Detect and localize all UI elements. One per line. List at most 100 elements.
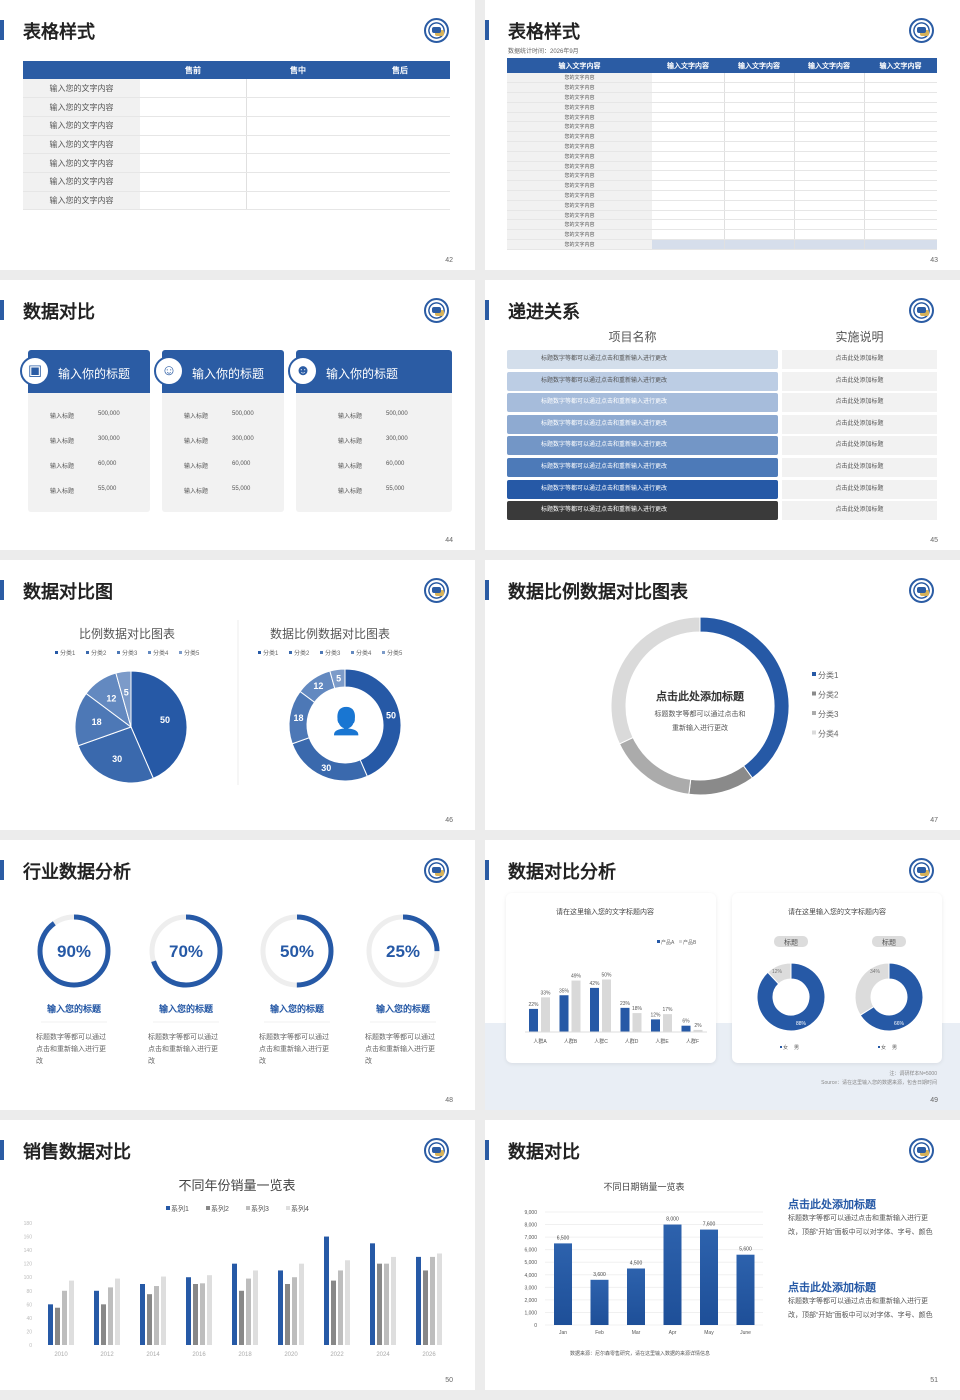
cell[interactable]	[652, 73, 724, 84]
cell[interactable]	[793, 170, 864, 182]
cell[interactable]	[863, 161, 937, 172]
block-heading[interactable]: 点击此处添加标题	[788, 1199, 876, 1211]
cell[interactable]	[723, 121, 794, 133]
cell[interactable]	[793, 190, 864, 201]
cell[interactable]	[723, 141, 794, 152]
cell[interactable]	[723, 151, 794, 162]
cell[interactable]	[793, 141, 864, 152]
cell[interactable]	[652, 229, 724, 241]
cell[interactable]	[863, 73, 937, 84]
cell[interactable]	[140, 116, 246, 136]
row-label: 您的文字内容	[507, 219, 652, 231]
cell[interactable]	[652, 121, 724, 133]
cell[interactable]	[652, 82, 724, 94]
cell[interactable]	[723, 112, 794, 123]
cell[interactable]	[350, 79, 450, 99]
cell[interactable]	[863, 112, 937, 123]
cell[interactable]	[793, 151, 864, 162]
cell[interactable]	[863, 151, 937, 162]
cell[interactable]	[652, 210, 724, 221]
cell[interactable]	[723, 239, 794, 250]
cell[interactable]	[140, 97, 246, 117]
cell[interactable]	[350, 153, 450, 173]
cell[interactable]	[863, 82, 937, 94]
cell[interactable]	[245, 116, 350, 136]
cell[interactable]	[652, 190, 724, 201]
cell[interactable]	[863, 229, 937, 241]
cell[interactable]	[140, 172, 246, 192]
cell[interactable]	[350, 172, 450, 192]
cell[interactable]	[652, 219, 724, 231]
cell[interactable]	[793, 82, 864, 94]
cell[interactable]	[723, 190, 794, 201]
cell[interactable]	[245, 79, 350, 99]
cell[interactable]	[793, 200, 864, 211]
cell[interactable]	[863, 210, 937, 221]
block-heading[interactable]: 点击此处添加标题	[788, 1282, 876, 1294]
cell[interactable]	[793, 121, 864, 133]
cell[interactable]	[863, 190, 937, 201]
cell[interactable]	[863, 219, 937, 231]
cell[interactable]	[652, 112, 724, 123]
cell[interactable]	[723, 200, 794, 211]
cell[interactable]	[245, 153, 350, 173]
cell[interactable]	[863, 141, 937, 152]
cell[interactable]	[245, 191, 350, 211]
cell[interactable]	[793, 210, 864, 221]
cell[interactable]	[723, 131, 794, 143]
cell[interactable]	[245, 172, 350, 192]
cell[interactable]	[793, 239, 864, 250]
cell[interactable]	[793, 92, 864, 103]
cell[interactable]	[652, 151, 724, 162]
cell[interactable]	[863, 180, 937, 192]
cell[interactable]	[652, 170, 724, 182]
cell[interactable]	[652, 141, 724, 152]
cell[interactable]	[863, 239, 937, 250]
cell[interactable]	[140, 135, 246, 155]
cell[interactable]	[723, 82, 794, 94]
cell[interactable]	[863, 170, 937, 182]
cell[interactable]	[723, 210, 794, 221]
cell[interactable]	[652, 131, 724, 143]
cell[interactable]	[350, 191, 450, 211]
cell[interactable]	[793, 219, 864, 231]
cell[interactable]	[863, 200, 937, 211]
cell[interactable]	[793, 180, 864, 192]
cell[interactable]	[140, 79, 246, 99]
cell[interactable]	[652, 102, 724, 113]
cell[interactable]	[723, 229, 794, 241]
cell[interactable]	[245, 97, 350, 117]
item-label: 输入标题	[338, 439, 363, 445]
cell[interactable]	[652, 92, 724, 103]
cell[interactable]	[793, 229, 864, 241]
cell[interactable]	[863, 131, 937, 143]
cell[interactable]	[652, 161, 724, 172]
cell[interactable]	[793, 73, 864, 84]
cell[interactable]	[652, 239, 724, 250]
cell[interactable]	[350, 97, 450, 117]
cell[interactable]	[793, 112, 864, 123]
progress-ring	[260, 914, 334, 988]
cell[interactable]	[140, 153, 246, 173]
column-header: 输入文字内容	[864, 58, 937, 73]
cell[interactable]	[723, 170, 794, 182]
cell[interactable]	[863, 121, 937, 133]
cell[interactable]	[793, 102, 864, 113]
cell[interactable]	[350, 135, 450, 155]
cell[interactable]	[863, 102, 937, 113]
cell[interactable]	[723, 161, 794, 172]
cell[interactable]	[350, 116, 450, 136]
cell[interactable]	[793, 131, 864, 143]
cell[interactable]	[723, 73, 794, 84]
cell[interactable]	[723, 219, 794, 231]
cell[interactable]	[652, 200, 724, 211]
cell[interactable]	[245, 135, 350, 155]
cell[interactable]	[652, 180, 724, 192]
cell[interactable]	[723, 180, 794, 192]
cell[interactable]	[863, 92, 937, 103]
cell[interactable]	[140, 191, 246, 211]
cell[interactable]	[793, 161, 864, 172]
title-accent-bar	[485, 1140, 489, 1160]
cell[interactable]	[723, 102, 794, 113]
cell[interactable]	[723, 92, 794, 103]
